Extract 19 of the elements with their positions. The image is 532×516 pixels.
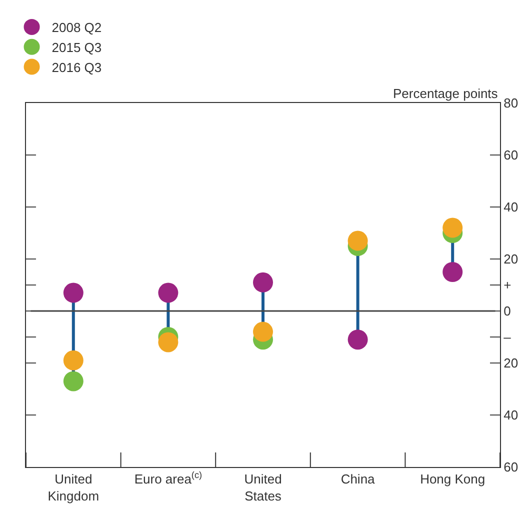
y-tick-label: 0 (504, 304, 511, 319)
x-tick-label: Euro area$^{(c)}$ (134, 470, 202, 487)
y-axis-title: Percentage points (393, 86, 498, 101)
y-tick-label: 20 (504, 252, 518, 267)
y-tick-label: 20 (504, 356, 518, 371)
y-tick-label: + (504, 278, 512, 293)
x-tick-label: Hong Kong (420, 472, 486, 487)
y-tick-label: 80 (504, 96, 518, 111)
legend-label: 2016 Q3 (52, 60, 102, 75)
y-tick-label: – (504, 330, 512, 345)
legend-label: 2008 Q2 (52, 20, 102, 36)
y-tick-label: 40 (504, 408, 518, 423)
x-tick-label: China (340, 472, 376, 487)
y-tick-label: 60 (504, 148, 518, 163)
y-tick-label: 40 (504, 200, 518, 215)
legend-label: 2015 Q3 (52, 40, 102, 55)
x-tick-label: United Kingdom (48, 472, 100, 504)
y-tick-label: 60 (504, 460, 518, 475)
x-tick-label: United States (244, 472, 282, 504)
